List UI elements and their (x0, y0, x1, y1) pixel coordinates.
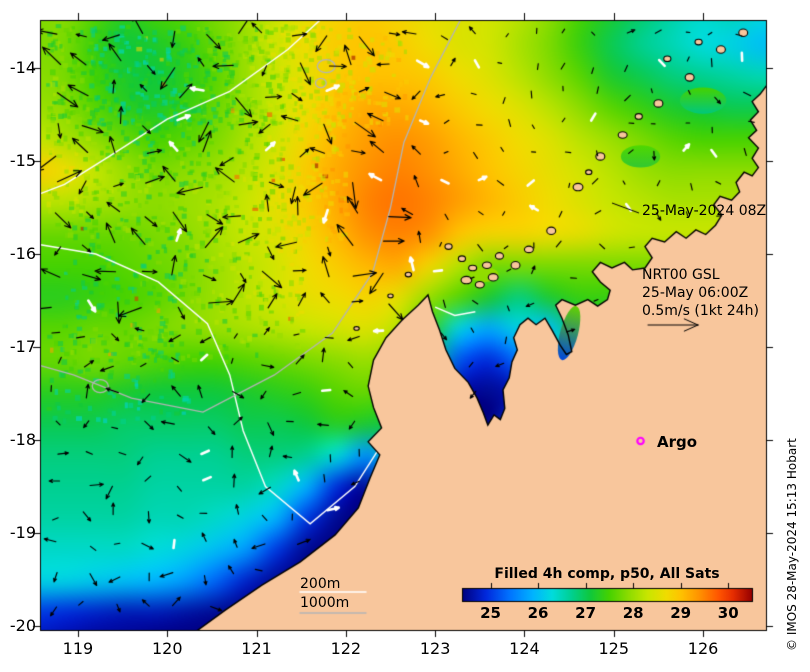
colorbar-tick-label: 26 (527, 604, 549, 622)
x-tick-label: 126 (687, 639, 719, 658)
colorbar-tick-label: 28 (622, 604, 644, 622)
x-tick-label: 123 (419, 639, 451, 658)
x-tick-label: 124 (509, 639, 540, 658)
x-tick-label: 125 (598, 639, 630, 658)
y-tick-label: -19 (9, 523, 36, 542)
y-tick-label: -17 (9, 337, 36, 357)
vector-scale-label: 0.5m/s (1kt 24h) (642, 303, 759, 319)
x-tick-label: 120 (151, 639, 183, 658)
colorbar-tick-label: 27 (575, 604, 597, 622)
y-tick-label: -16 (9, 244, 36, 264)
timestamp-label: 25-May-2024 08Z (642, 203, 767, 219)
colorbar-tick-label: 25 (480, 604, 501, 622)
colorbar-tick-label: 29 (670, 604, 692, 622)
model-name-label: NRT00 GSL (642, 267, 720, 283)
y-tick-label: -20 (9, 616, 36, 635)
y-tick-label: -14 (9, 58, 36, 78)
depth-1000m-label: 1000m (300, 595, 350, 611)
depth-200m-label: 200m (300, 576, 341, 592)
x-tick-label: 122 (330, 639, 362, 658)
copyright-text: © IMOS 28-May-2024 15:13 Hobart (785, 438, 799, 651)
x-tick-label: 119 (62, 639, 94, 658)
colorbar-tick-label: 30 (717, 604, 739, 622)
argo-label: Argo (657, 433, 698, 451)
y-tick-label: -18 (9, 430, 36, 450)
y-tick-label: -15 (9, 151, 36, 171)
model-time-label: 25-May 06:00Z (642, 285, 749, 301)
colorbar-title: Filled 4h comp, p50, All Sats (494, 566, 720, 582)
x-tick-label: 121 (241, 639, 272, 658)
